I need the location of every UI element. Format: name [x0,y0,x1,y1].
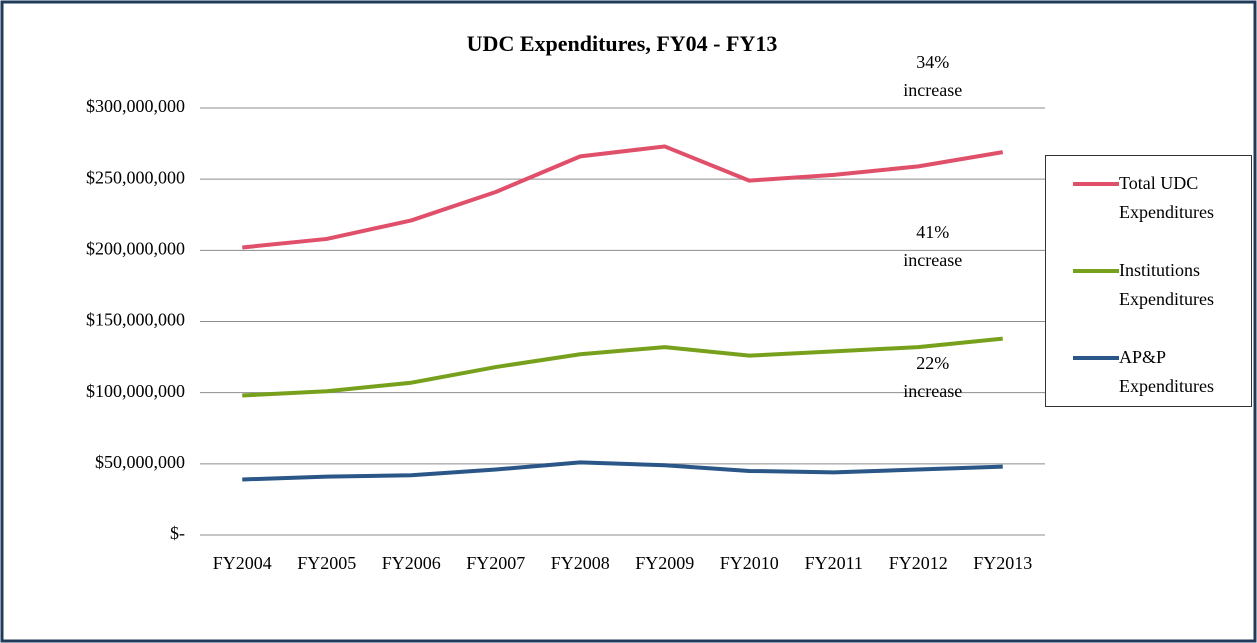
series-line [242,144,1004,250]
x-tick-label: FY2009 [635,553,694,573]
x-tick-label: FY2010 [720,553,779,573]
y-tick-label: $150,000,000 [86,310,185,330]
annotation: 41% increase [903,221,963,270]
x-tick-label: FY2004 [213,553,272,573]
x-tick-label: FY2008 [551,553,610,573]
x-tick-label: FY2011 [805,553,863,573]
y-tick-label: $50,000,000 [95,452,185,472]
x-tick-label: FY2013 [973,553,1032,573]
y-tick-label: $- [170,523,185,543]
series-line [242,460,1003,482]
legend-swatch [1073,182,1119,186]
legend-entry: Institutions Expenditures [1073,256,1251,314]
y-tick-label: $250,000,000 [86,167,185,187]
legend-entry: AP&P Expenditures [1073,343,1251,401]
y-tick-label: $200,000,000 [86,238,185,258]
x-tick-label: FY2005 [297,553,356,573]
x-tick-label: FY2012 [889,553,948,573]
legend-swatch [1073,356,1119,360]
chart-title: UDC Expenditures, FY04 - FY13 [467,31,778,56]
legend: Total UDC Expenditures Institutions Expen… [1045,155,1252,407]
annotation: 22% increase [903,352,963,401]
y-tick-label: $300,000,000 [86,96,185,116]
legend-swatch [1073,269,1119,273]
y-tick-label: $100,000,000 [86,381,185,401]
x-tick-label: FY2007 [466,553,525,573]
series-line [242,336,1003,398]
annotation: 34% increase [903,52,963,101]
legend-entry: Total UDC Expenditures [1073,169,1251,227]
x-tick-label: FY2006 [382,553,441,573]
